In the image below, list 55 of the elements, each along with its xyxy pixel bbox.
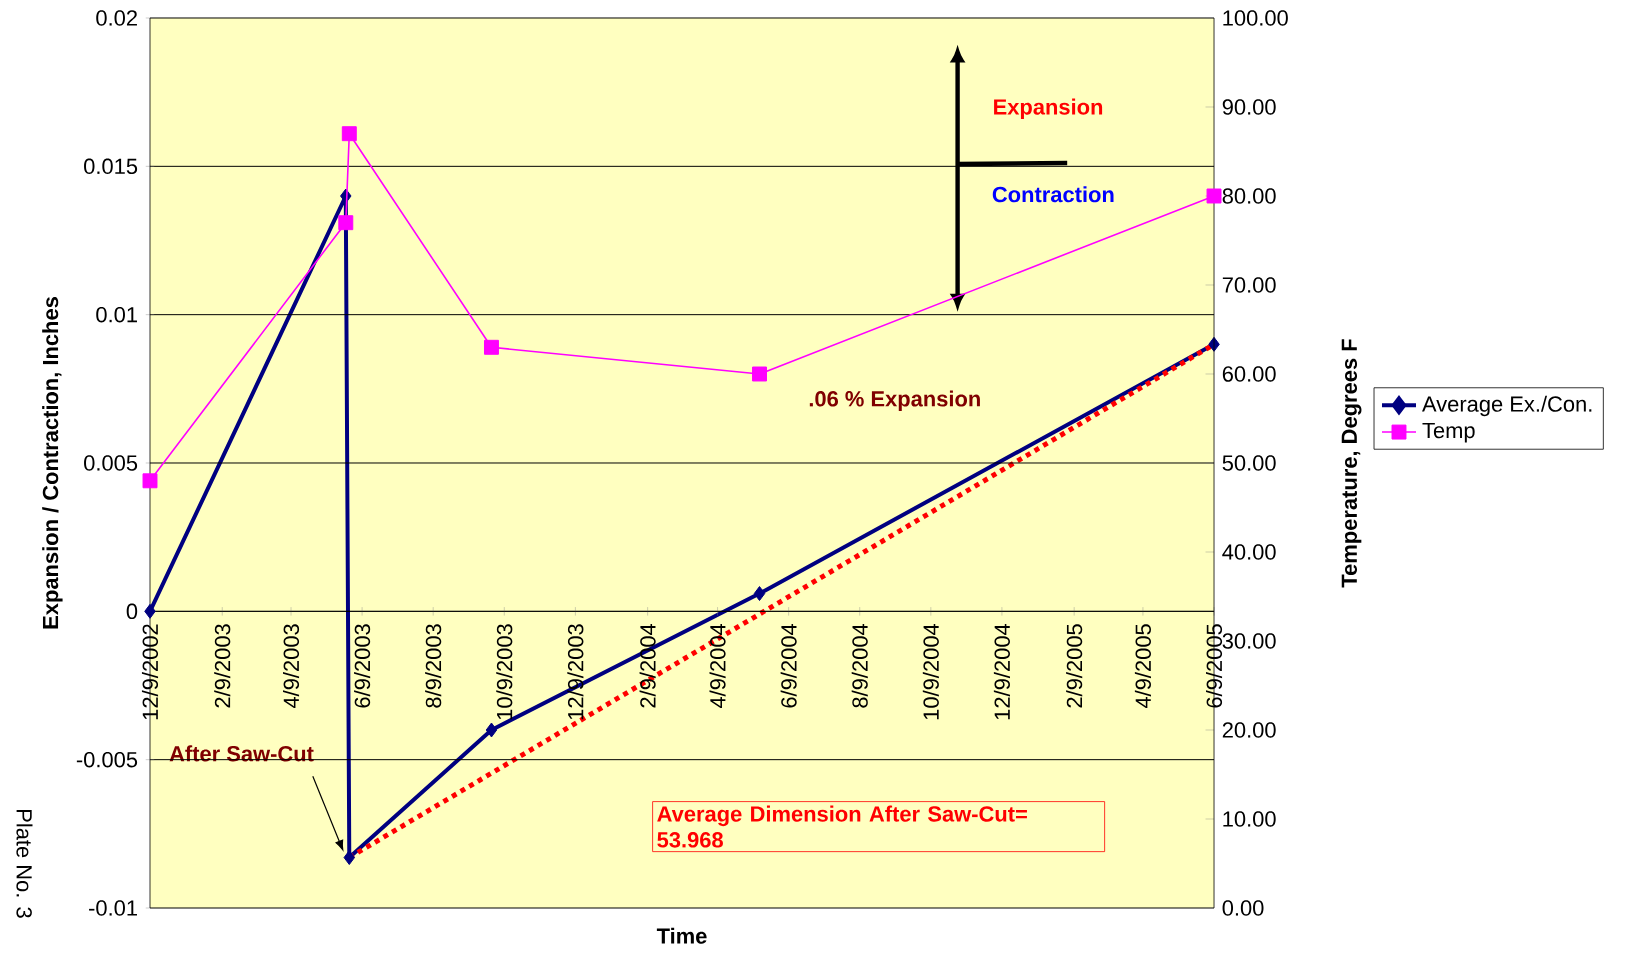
point	[338, 215, 354, 231]
y-tick-label: 0.01	[96, 306, 137, 323]
x-tick-label: 8/9/2004	[851, 623, 868, 708]
point	[485, 722, 498, 738]
x-tick-label: 10/9/2004	[922, 623, 939, 720]
x-tick-label: 2/9/2003	[214, 624, 231, 708]
y-tick-label: 0.015	[84, 158, 138, 175]
y2-tick-label: 100.00	[1223, 10, 1288, 26]
legend-label: Average Ex./Con.	[1422, 395, 1592, 417]
annotation: Contraction	[992, 186, 1114, 203]
x-tick-label: 6/9/2003	[354, 624, 371, 708]
y2-tick-label: 70.00	[1222, 277, 1276, 293]
y2-tick-label: 30.00	[1222, 633, 1276, 649]
annotation: Expansion	[994, 98, 1103, 119]
x-tick-label: 4/9/2004	[709, 623, 726, 709]
text: Plate No. 3	[16, 810, 33, 918]
y-tick-label: -0.005	[76, 751, 138, 768]
x-tick-label: 6/9/2004	[780, 623, 797, 708]
x-tick-label: 12/9/2003	[567, 624, 584, 720]
y2-tick-label: 50.00	[1222, 455, 1276, 471]
y2-tick-label: 10.00	[1223, 811, 1276, 827]
x-tick-label: 4/9/2003	[282, 624, 300, 709]
y2-tick-label: 90.00	[1222, 99, 1276, 115]
x-tick-label: 12/9/2004	[993, 623, 1010, 720]
point	[752, 366, 767, 382]
y-tick-label: -0.01	[89, 900, 137, 916]
y2-tick-label: 20.00	[1222, 722, 1276, 738]
legend-label: Temp	[1422, 422, 1475, 443]
y2-tick-label: 0.00	[1222, 900, 1264, 916]
annotation: After Saw-Cut	[169, 745, 314, 762]
y-tick-label: 0.005	[84, 455, 138, 471]
x-tick-label: 12/9/2002	[141, 624, 159, 720]
point	[144, 603, 156, 619]
point	[753, 586, 766, 602]
point	[483, 339, 499, 355]
x-tick-label: 6/9/2005	[1205, 624, 1223, 708]
y2-tick-label: 60.00	[1222, 366, 1276, 382]
annotation: Average Dimension After Saw-Cut= 53.968	[657, 805, 1027, 848]
y2-tick-label: 40.00	[1222, 544, 1276, 560]
point	[142, 473, 158, 489]
x-tick-label: 8/9/2003	[425, 624, 442, 708]
y-axis-title: Expansion / Contraction, Inches	[42, 297, 63, 629]
point	[343, 850, 356, 866]
y-tick-label: 0	[126, 603, 138, 620]
x-tick-label: 4/9/2005	[1134, 624, 1151, 709]
point	[1206, 188, 1222, 204]
y-tick-label: 0.02	[96, 10, 137, 26]
x-tick-label: 2/9/2004	[639, 623, 656, 708]
y2-tick-label: 80.00	[1222, 188, 1276, 204]
annotation: .06 % Expansion	[809, 390, 980, 411]
x-tick-label: 10/9/2003	[496, 624, 513, 720]
x-tick-label: 2/9/2005	[1066, 624, 1083, 708]
point	[341, 126, 357, 142]
y2-axis-title: Temperature, Degrees F	[1341, 339, 1362, 588]
x-axis-title: Time	[656, 927, 707, 944]
